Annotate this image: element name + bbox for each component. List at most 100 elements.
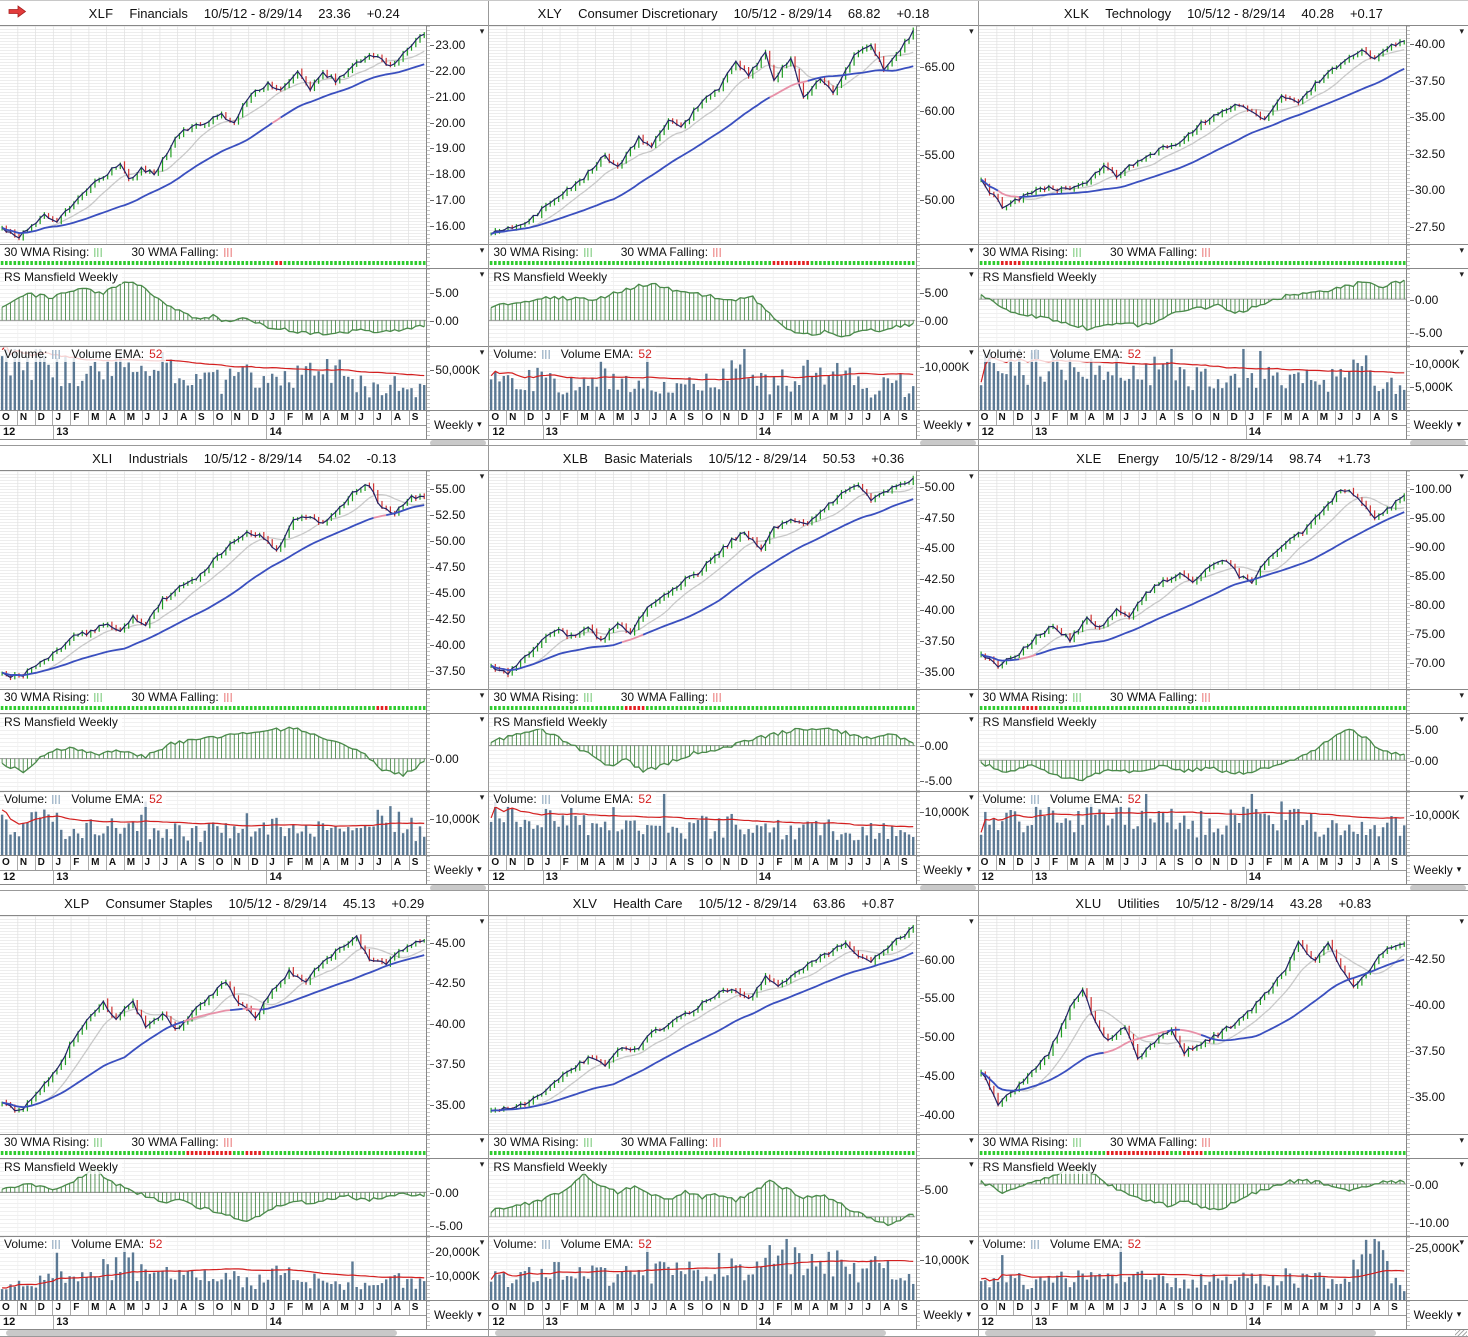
rs-mansfield-chart[interactable]: RS Mansfield Weekly [978, 269, 1406, 346]
volume-chart[interactable]: Volume: Volume EMA: 52 [0, 347, 427, 410]
price-chart[interactable] [489, 471, 916, 689]
chevron-down-icon[interactable]: ▾ [969, 690, 974, 700]
price-chart[interactable] [978, 916, 1406, 1134]
chevron-down-icon[interactable]: ▾ [1459, 792, 1464, 802]
volume-chart[interactable]: Volume: Volume EMA: 52 [978, 347, 1406, 410]
chevron-down-icon[interactable]: ▾ [1459, 471, 1464, 481]
month-label: O [980, 412, 989, 423]
chevron-down-icon[interactable]: ▾ [969, 714, 974, 724]
timeframe-selector[interactable]: Weekly ▾ [426, 411, 488, 439]
month-label: J [1138, 856, 1156, 870]
scrollbar-thumb[interactable] [919, 885, 976, 890]
chevron-down-icon[interactable]: ▾ [969, 916, 974, 926]
year-label: 12 [3, 426, 16, 438]
chevron-down-icon[interactable]: ▾ [969, 792, 974, 802]
date-range: 10/5/12 - 8/29/14 [228, 895, 327, 911]
rs-mansfield-chart[interactable]: RS Mansfield Weekly [978, 714, 1406, 791]
volume-chart[interactable]: Volume: Volume EMA: 52 [978, 792, 1406, 855]
axis-tick-label: 55.00 [430, 483, 465, 495]
price-chart[interactable] [489, 916, 916, 1134]
chevron-down-icon[interactable]: ▾ [479, 26, 485, 36]
rs-mansfield-chart[interactable]: RS Mansfield Weekly [0, 714, 427, 791]
chevron-down-icon[interactable]: ▾ [969, 1237, 974, 1247]
rs-mansfield-chart[interactable]: RS Mansfield Weekly [489, 714, 916, 791]
chevron-down-icon[interactable]: ▾ [1459, 1159, 1464, 1169]
volume-chart[interactable]: Volume: Volume EMA: 52 [489, 792, 916, 855]
chevron-down-icon[interactable]: ▾ [1459, 1237, 1464, 1247]
chevron-down-icon[interactable]: ▾ [479, 471, 485, 481]
price-chart[interactable] [0, 471, 427, 689]
volume-chart[interactable]: Volume: Volume EMA: 52 [489, 347, 916, 410]
timeframe-selector[interactable]: Weekly ▾ [1406, 1301, 1468, 1329]
chevron-down-icon[interactable]: ▾ [479, 916, 485, 926]
timeframe-selector[interactable]: Weekly ▾ [915, 1301, 978, 1329]
chevron-down-icon[interactable]: ▾ [969, 269, 974, 279]
volume-chart[interactable]: Volume: Volume EMA: 52 [978, 1237, 1406, 1300]
resize-grip-icon[interactable] [1455, 1330, 1467, 1336]
price-chart[interactable] [0, 916, 427, 1134]
scrollbar-thumb[interactable] [495, 1330, 886, 1336]
chevron-down-icon[interactable]: ▾ [479, 714, 485, 724]
scrollbar-thumb[interactable] [1410, 885, 1466, 890]
rs-axis: ▾ 5.00 0.00 [1406, 714, 1468, 791]
chevron-down-icon[interactable]: ▾ [479, 245, 485, 255]
axis-tick-label: 90.00 [1410, 541, 1445, 553]
axis-tick-label: 10,000K [919, 1254, 969, 1266]
timeframe-selector[interactable]: Weekly ▾ [915, 856, 978, 884]
price-chart[interactable] [978, 471, 1406, 689]
volume-ema-label: Volume EMA: [71, 1237, 145, 1251]
scrollbar-thumb[interactable] [430, 885, 487, 890]
chevron-down-icon[interactable]: ▾ [969, 471, 974, 481]
chevron-down-icon[interactable]: ▾ [479, 269, 485, 279]
volume-chart[interactable]: Volume: Volume EMA: 52 [489, 1237, 916, 1300]
scrollbar-thumb[interactable] [919, 440, 976, 445]
wma-trend-strip [489, 1149, 915, 1158]
rs-mansfield-chart[interactable]: RS Mansfield Weekly [0, 269, 427, 346]
rs-mansfield-chart[interactable]: RS Mansfield Weekly [489, 269, 916, 346]
axis-tick-label: 45.00 [430, 587, 465, 599]
price-chart[interactable] [978, 26, 1406, 244]
volume-chart[interactable]: Volume: Volume EMA: 52 [0, 1237, 427, 1300]
rs-mansfield-chart[interactable]: RS Mansfield Weekly [978, 1159, 1406, 1236]
chevron-down-icon[interactable]: ▾ [479, 347, 485, 357]
chevron-down-icon[interactable]: ▾ [1459, 245, 1464, 255]
chevron-down-icon[interactable]: ▾ [479, 1135, 485, 1145]
chevron-down-icon[interactable]: ▾ [1459, 916, 1464, 926]
scrollbar-thumb[interactable] [984, 1330, 1377, 1336]
month-label: S [1173, 1301, 1192, 1315]
chevron-down-icon[interactable]: ▾ [1459, 269, 1464, 279]
chevron-down-icon[interactable]: ▾ [969, 1135, 974, 1145]
timeframe-selector[interactable]: Weekly ▾ [1406, 411, 1468, 439]
chevron-down-icon[interactable]: ▾ [1459, 1135, 1464, 1145]
chevron-down-icon[interactable]: ▾ [969, 26, 974, 36]
timeframe-selector[interactable]: Weekly ▾ [1406, 856, 1468, 884]
axis-tick-label: 35.00 [430, 1099, 465, 1111]
scrollbar-thumb[interactable] [6, 1330, 397, 1336]
chevron-down-icon[interactable]: ▾ [1459, 26, 1464, 36]
chevron-down-icon[interactable]: ▾ [969, 347, 974, 357]
timeframe-selector[interactable]: Weekly ▾ [426, 1301, 488, 1329]
chevron-down-icon[interactable]: ▾ [479, 1237, 485, 1247]
axis-tick-label: -5.00 [1410, 327, 1442, 339]
chevron-down-icon[interactable]: ▾ [1459, 714, 1464, 724]
chevron-down-icon[interactable]: ▾ [969, 245, 974, 255]
chart-panel-xlb: XLB Basic Materials 10/5/12 - 8/29/14 50… [489, 446, 979, 891]
ticker-symbol: XLE [1076, 450, 1102, 466]
chevron-down-icon[interactable]: ▾ [479, 792, 485, 802]
chevron-down-icon[interactable]: ▾ [969, 1159, 974, 1169]
volume-ema-value: 52 [638, 347, 652, 361]
rs-mansfield-chart[interactable]: RS Mansfield Weekly [489, 1159, 916, 1236]
volume-chart[interactable]: Volume: Volume EMA: 52 [0, 792, 427, 855]
rs-mansfield-chart[interactable]: RS Mansfield Weekly [0, 1159, 427, 1236]
scrollbar-thumb[interactable] [430, 440, 487, 445]
timeframe-selector[interactable]: Weekly ▾ [426, 856, 488, 884]
chevron-down-icon[interactable]: ▾ [1459, 690, 1464, 700]
chevron-down-icon[interactable]: ▾ [479, 1159, 485, 1169]
axis-tick-label: 50.00 [919, 481, 955, 493]
chevron-down-icon[interactable]: ▾ [1459, 347, 1464, 357]
timeframe-selector[interactable]: Weekly ▾ [915, 411, 978, 439]
price-chart[interactable] [489, 26, 916, 244]
scrollbar-thumb[interactable] [1410, 440, 1466, 445]
chevron-down-icon[interactable]: ▾ [479, 690, 485, 700]
price-chart[interactable] [0, 26, 427, 244]
